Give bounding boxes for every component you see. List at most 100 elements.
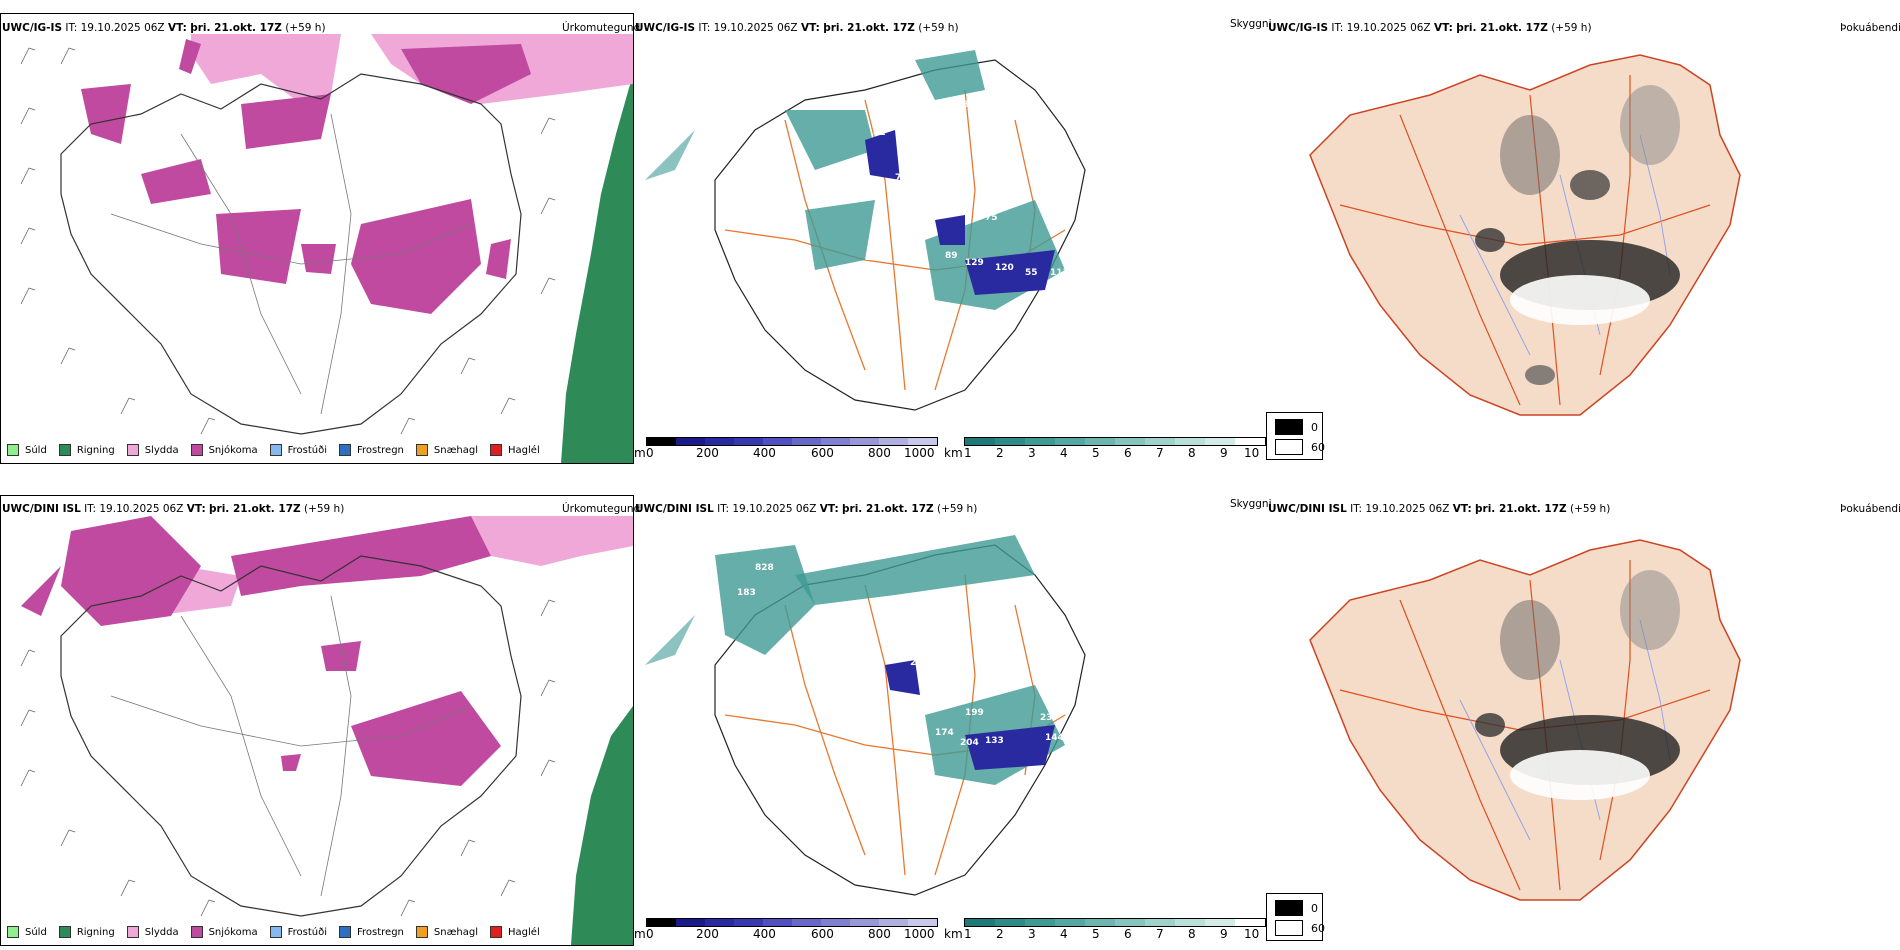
visibility-colorbar: km 1 2 3 4 5 6 7 8 9 10 bbox=[944, 918, 1266, 942]
it-value: 19.10.2025 06Z bbox=[80, 22, 165, 34]
legend-swatch bbox=[490, 444, 503, 456]
legend-swatch bbox=[58, 444, 71, 456]
legend-item: Frostregn bbox=[339, 444, 404, 456]
wind-barbs bbox=[20, 47, 556, 435]
it-label: IT: bbox=[65, 22, 78, 34]
legend-swatch bbox=[58, 926, 71, 938]
legend-label: Snæhagl bbox=[433, 926, 479, 938]
height-tick: 1000 bbox=[904, 927, 935, 941]
fog-key-row: 60 bbox=[1275, 920, 1325, 936]
fog-title: Þokuábendi bbox=[1840, 22, 1900, 34]
visibility-tick: 5 bbox=[1092, 927, 1100, 941]
snow-area bbox=[351, 199, 481, 314]
lead-time: (+59 h) bbox=[918, 22, 959, 34]
height-tick: 0 bbox=[646, 927, 654, 941]
legend-swatch bbox=[269, 926, 282, 938]
snow-area bbox=[61, 516, 201, 626]
coastline bbox=[714, 59, 1086, 411]
visibility-colorbar-strip bbox=[964, 437, 1266, 446]
snow-area bbox=[216, 209, 301, 284]
snow-area bbox=[401, 44, 531, 104]
vt-label: VT: bbox=[1452, 503, 1472, 515]
lead-time: (+59 h) bbox=[1569, 503, 1611, 515]
height-colorbar-strip bbox=[646, 437, 938, 446]
legend-swatch bbox=[7, 926, 19, 938]
visibility-tick: 6 bbox=[1124, 446, 1132, 460]
legend-item: Súld bbox=[7, 926, 47, 938]
legend-item: Rigning bbox=[58, 926, 115, 938]
model-name: UWC/IG-IS bbox=[1268, 22, 1329, 34]
visibility-tick: 7 bbox=[1156, 927, 1164, 941]
legend-swatch bbox=[7, 444, 19, 456]
it-label: IT: bbox=[84, 503, 97, 515]
vt-value: þri. 21.okt. 17Z bbox=[1456, 22, 1548, 34]
vt-label: VT: bbox=[167, 22, 187, 34]
coastline bbox=[60, 555, 522, 917]
lead-time: (+59 h) bbox=[936, 503, 978, 515]
rain-area bbox=[571, 706, 633, 945]
legend-label: Frostregn bbox=[357, 926, 404, 938]
fog-key-label: 0 bbox=[1311, 420, 1318, 434]
precip-title: Úrkomutegund bbox=[562, 503, 641, 515]
legend-swatch bbox=[490, 926, 503, 938]
legend-swatch bbox=[339, 926, 351, 938]
height-tick: 800 bbox=[868, 446, 891, 460]
cloud-label: 18 bbox=[735, 118, 748, 128]
it-label: IT: bbox=[1350, 503, 1363, 515]
visibility-tick: 10 bbox=[1244, 927, 1260, 941]
visibility-tick: 1 bbox=[964, 446, 972, 460]
snow-area bbox=[179, 39, 201, 74]
height-tick: 200 bbox=[696, 927, 719, 941]
legend-item: Frostúði bbox=[269, 444, 327, 456]
visibility-title: Skyggni bbox=[1230, 498, 1272, 510]
wind-barbs bbox=[20, 599, 556, 917]
legend-label: Slydda bbox=[144, 926, 179, 938]
legend-label: Rigning bbox=[76, 926, 115, 938]
visibility-tick: 8 bbox=[1188, 927, 1196, 941]
height-tick: 0 bbox=[646, 446, 654, 460]
legend-swatch bbox=[190, 444, 203, 456]
snow-area bbox=[141, 159, 211, 204]
legend-label: Snjókoma bbox=[208, 444, 258, 456]
cloud-label: 28 bbox=[840, 278, 853, 288]
precip-map-1 bbox=[1, 14, 633, 463]
visibility-tick: 10 bbox=[1244, 446, 1260, 460]
snow-area bbox=[301, 244, 336, 274]
legend-item: Súld bbox=[7, 444, 47, 456]
vt-value: þri. 21.okt. 17Z bbox=[209, 503, 301, 515]
snow-area bbox=[241, 94, 331, 149]
precip-map-2 bbox=[1, 496, 633, 945]
vt-label: VT: bbox=[819, 503, 839, 515]
legend-item: Haglél bbox=[490, 444, 540, 456]
panel-header: UWC/IG-IS IT: 19.10.2025 06Z VT: þri. 21… bbox=[2, 22, 326, 34]
cloud-label: 144 bbox=[1045, 733, 1064, 743]
legend-swatch bbox=[415, 444, 428, 456]
visibility-areas bbox=[645, 50, 1065, 310]
legend-label: Súld bbox=[25, 444, 47, 456]
cloud-label: 133 bbox=[985, 736, 1004, 746]
fog-map-1 bbox=[1309, 54, 1741, 416]
fog-areas bbox=[1475, 570, 1680, 800]
model-name: UWC/DINI ISL bbox=[2, 503, 81, 515]
visibility-colorbar-strip bbox=[964, 918, 1266, 927]
height-unit: m bbox=[634, 446, 646, 460]
legend-item: Snjókoma bbox=[190, 926, 258, 938]
precip-title: Úrkomutegund bbox=[562, 22, 641, 34]
visibility-map-1: 18 238 81 70 193 75 153 89 129 120 55 11… bbox=[645, 50, 1088, 411]
vt-label: VT: bbox=[1433, 22, 1453, 34]
it-label: IT: bbox=[698, 22, 711, 34]
legend-swatch bbox=[339, 444, 351, 456]
height-colorbar-strip bbox=[646, 918, 938, 927]
vt-label: VT: bbox=[186, 503, 206, 515]
fog-key-label: 60 bbox=[1311, 440, 1325, 454]
height-tick: 400 bbox=[753, 927, 776, 941]
it-value: 19.10.2025 06Z bbox=[713, 22, 798, 34]
cloud-base-labels: 828 183 363 16 269 139 174 204 133 144 2… bbox=[685, 543, 1064, 748]
sleet-area bbox=[471, 516, 633, 566]
fog-map-2 bbox=[1309, 539, 1741, 901]
vt-value: þri. 21.okt. 17Z bbox=[190, 22, 282, 34]
legend-item: Snæhagl bbox=[415, 926, 479, 938]
visibility-tick: 6 bbox=[1124, 927, 1132, 941]
cloud-label: 55 bbox=[1025, 268, 1038, 278]
panel-header: UWC/DINI ISL IT: 19.10.2025 06Z VT: þri.… bbox=[1268, 503, 1610, 515]
